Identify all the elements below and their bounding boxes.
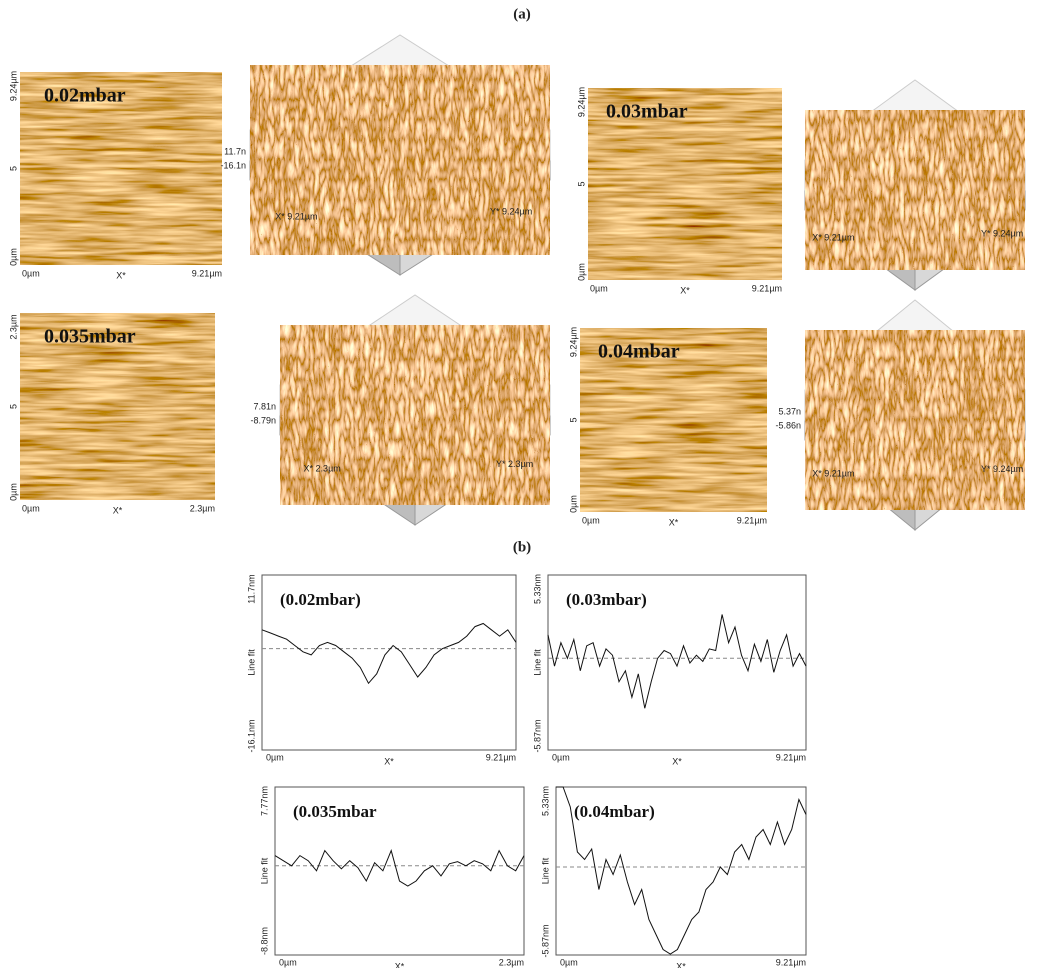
afm-surface	[805, 330, 1025, 510]
axis-label: 0µm	[590, 283, 608, 293]
profile-title: (0.02mbar)	[280, 590, 361, 609]
axis-label: 9.24µm	[576, 87, 586, 117]
axis-label: X*	[680, 285, 690, 295]
z-label: 7.81n	[253, 401, 276, 411]
axis-label: Line fit	[246, 649, 256, 676]
afm-sample-label: 0.02mbar	[44, 85, 126, 107]
axis-label: 0µm	[8, 248, 18, 266]
axis-label: X*	[113, 505, 123, 515]
axis-label: 9.21µm	[737, 515, 767, 525]
afm-sample-label: 0.035mbar	[44, 326, 136, 348]
axis-label: 9.21µm	[776, 957, 806, 967]
axis-label: 9.21µm	[752, 283, 782, 293]
z-label: -16.1n	[220, 160, 246, 170]
axis-label: 0µm	[552, 752, 570, 762]
axis-label: 2.3µm	[499, 957, 524, 967]
axis-label: 2.3µm	[8, 314, 18, 339]
axis-label: 0µm	[22, 268, 40, 278]
afm-sample-label: 0.03mbar	[606, 101, 688, 123]
axis-label: -8.8nm	[259, 927, 269, 955]
afm-surface	[280, 325, 550, 505]
axis-label: X*	[672, 756, 682, 766]
z-label: -5.86n	[775, 420, 801, 430]
axis-label: Y* 9.24µm	[490, 207, 532, 217]
axis-label: Line fit	[532, 649, 542, 676]
panel-label: (a)	[513, 6, 531, 22]
axis-label: X*	[116, 270, 126, 280]
axis-label: 5.33nm	[532, 574, 542, 604]
axis-label: 9.24µm	[568, 327, 578, 357]
axis-label: Y* 2.3µm	[496, 459, 533, 469]
axis-label: 0µm	[568, 495, 578, 513]
axis-label: Line fit	[540, 857, 550, 884]
axis-label: 11.7nm	[246, 574, 256, 603]
axis-label: 2.3µm	[190, 503, 215, 513]
axis-label: 0µm	[560, 957, 578, 967]
axis-label: 0µm	[279, 957, 297, 967]
axis-label: Y* 9.24µm	[981, 228, 1023, 238]
axis-label: X*	[669, 517, 679, 527]
profile-title: (0.04mbar)	[574, 802, 655, 821]
axis-label: 0µm	[582, 515, 600, 525]
axis-label: 0µm	[576, 263, 586, 281]
afm-surface	[250, 65, 550, 255]
profile-title: (0.035mbar	[293, 802, 377, 821]
page: (a) (b) 0.02mbar 9.24µm 5 0µm 0µm X* 9.21µm 0.0…	[0, 0, 1045, 973]
axis-label: X*	[676, 961, 686, 968]
axis-label: 5	[8, 166, 18, 171]
axis-label: 0µm	[22, 503, 40, 513]
z-label: -8.79n	[250, 415, 276, 425]
afm-sample-label: 0.04mbar	[598, 341, 680, 363]
axis-label: X* 9.21µm	[275, 211, 317, 221]
afm-surface	[805, 110, 1025, 270]
panel-label: (b)	[513, 539, 531, 555]
axis-label: 9.24µm	[8, 71, 18, 101]
axis-label: X*	[395, 961, 405, 968]
axis-label: 9.21µm	[776, 752, 806, 762]
axis-label: X*	[384, 756, 394, 766]
axis-label: Y* 9.24µm	[981, 464, 1023, 474]
profile-title: (0.03mbar)	[566, 590, 647, 609]
z-label: 11.7n	[224, 146, 246, 156]
axis-label: 9.21µm	[192, 268, 222, 278]
axis-label: 0µm	[8, 483, 18, 501]
axis-label: 0µm	[266, 752, 284, 762]
axis-label: 5	[568, 417, 578, 422]
axis-label: 5.33nm	[540, 786, 550, 816]
z-label: 5.37n	[778, 406, 801, 416]
axis-label: 5	[576, 181, 586, 186]
axis-label: X* 9.21µm	[812, 468, 854, 478]
axis-label: -16.1nm	[246, 719, 256, 752]
axis-label: X* 9.21µm	[812, 232, 854, 242]
axis-label: 5	[8, 404, 18, 409]
axis-label: X* 2.3µm	[304, 463, 341, 473]
axis-label: Line fit	[259, 857, 269, 884]
axis-label: -5.87nm	[540, 924, 550, 957]
axis-label: -5.87nm	[532, 719, 542, 752]
axis-label: 7.77nm	[259, 786, 269, 816]
axis-label: 9.21µm	[486, 752, 516, 762]
figure: (a) (b) 0.02mbar 9.24µm 5 0µm 0µm X* 9.21µm 0.0…	[0, 0, 1045, 968]
